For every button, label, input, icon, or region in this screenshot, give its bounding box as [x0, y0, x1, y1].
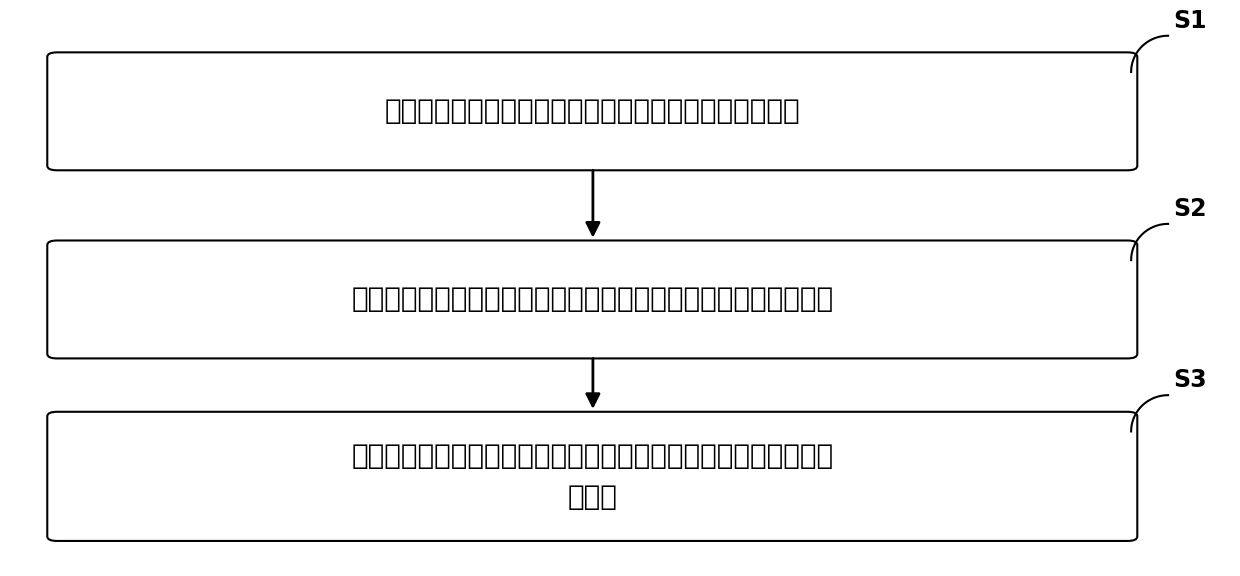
Text: S3: S3 [1173, 369, 1208, 392]
Text: S1: S1 [1173, 9, 1207, 33]
Text: S2: S2 [1173, 197, 1207, 221]
Text: 通过探头对天线进行采样，获取天线的第一近场分布数据: 通过探头对天线进行采样，获取天线的第一近场分布数据 [384, 97, 800, 126]
FancyBboxPatch shape [47, 241, 1137, 358]
Text: 根据所述第一近场分布数据进行数学变换，获取天线的远场方向图: 根据所述第一近场分布数据进行数学变换，获取天线的远场方向图 [351, 286, 833, 313]
FancyBboxPatch shape [47, 412, 1137, 541]
Text: 对所述天线的远场方向图进行数学逆变换，获取天线的第二近场分
布数据: 对所述天线的远场方向图进行数学逆变换，获取天线的第二近场分 布数据 [351, 442, 833, 511]
FancyBboxPatch shape [47, 52, 1137, 170]
